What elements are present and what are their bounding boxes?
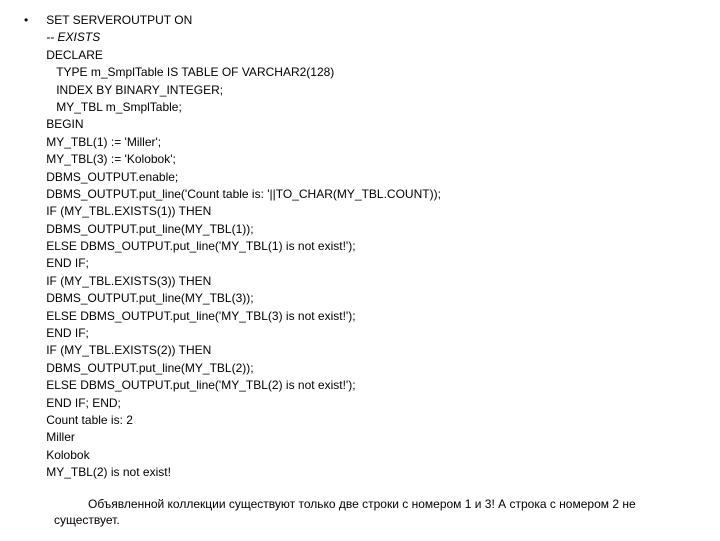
- code-line: Count table is: 2: [46, 412, 700, 429]
- code-line: DBMS_OUTPUT.put_line(MY_TBL(1));: [46, 221, 700, 238]
- code-line: ELSE DBMS_OUTPUT.put_line('MY_TBL(1) is …: [46, 238, 700, 255]
- code-line: IF (MY_TBL.EXISTS(2)) THEN: [46, 342, 700, 359]
- code-line: ELSE DBMS_OUTPUT.put_line('MY_TBL(3) is …: [46, 308, 700, 325]
- code-line: END IF; END;: [46, 395, 700, 412]
- code-line: IF (MY_TBL.EXISTS(3)) THEN: [46, 273, 700, 290]
- bullet-point: •: [24, 12, 28, 29]
- code-line: DBMS_OUTPUT.put_line(MY_TBL(2));: [46, 360, 700, 377]
- code-line: INDEX BY BINARY_INTEGER;: [46, 82, 700, 99]
- explanation-paragraph: Объявленной коллекции существуют только …: [20, 496, 700, 530]
- code-line: MY_TBL m_SmplTable;: [46, 99, 700, 116]
- code-line: MY_TBL(1) := 'Miller';: [46, 134, 700, 151]
- code-line: MY_TBL(2) is not exist!: [46, 464, 700, 481]
- code-line: IF (MY_TBL.EXISTS(1)) THEN: [46, 203, 700, 220]
- code-line: END IF;: [46, 325, 700, 342]
- code-line: DBMS_OUTPUT.put_line('Count table is: '|…: [46, 186, 700, 203]
- code-listing: SET SERVEROUTPUT ON-- EXISTSDECLARETYPE …: [46, 12, 700, 482]
- code-line: -- EXISTS: [46, 29, 700, 46]
- code-line: Kolobok: [46, 447, 700, 464]
- code-line: Miller: [46, 429, 700, 446]
- code-line: TYPE m_SmplTable IS TABLE OF VARCHAR2(12…: [46, 64, 700, 81]
- code-line: MY_TBL(3) := 'Kolobok';: [46, 151, 700, 168]
- code-line: END IF;: [46, 255, 700, 272]
- code-line: BEGIN: [46, 116, 700, 133]
- code-line: DBMS_OUTPUT.put_line(MY_TBL(3));: [46, 290, 700, 307]
- code-line: DECLARE: [46, 47, 700, 64]
- code-block: • SET SERVEROUTPUT ON-- EXISTSDECLARETYP…: [20, 12, 700, 482]
- code-line: SET SERVEROUTPUT ON: [46, 12, 700, 29]
- code-line: ELSE DBMS_OUTPUT.put_line('MY_TBL(2) is …: [46, 377, 700, 394]
- explanation-text: Объявленной коллекции существуют только …: [20, 496, 700, 530]
- code-line: DBMS_OUTPUT.enable;: [46, 169, 700, 186]
